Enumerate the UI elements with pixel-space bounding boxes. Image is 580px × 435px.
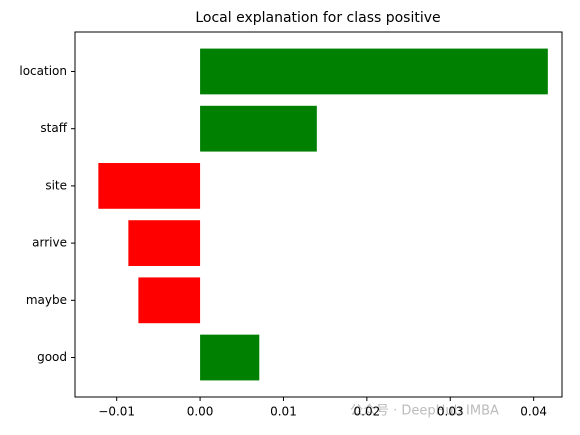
chart-title: Local explanation for class positive (195, 10, 440, 26)
plot-frame (74, 31, 563, 398)
y-tick-label: site (45, 178, 67, 192)
bar (138, 277, 201, 324)
bar (200, 105, 317, 152)
x-tick-label: 0.00 (187, 405, 214, 419)
x-tick-label: 0.01 (270, 405, 297, 419)
x-tick-label: 0.02 (354, 405, 381, 419)
x-tick-label: 0.03 (437, 405, 464, 419)
bar (200, 48, 548, 95)
watermark: 公众号 · DeepHub IMBA (350, 404, 499, 419)
y-tick-label: location (19, 64, 67, 78)
bar (128, 220, 201, 266)
y-tick-label: arrive (32, 236, 67, 250)
bar (200, 334, 260, 381)
y-tick-label: good (37, 350, 67, 364)
y-tick-label: staff (40, 121, 67, 135)
x-tick-label: 0.04 (520, 405, 547, 419)
x-tick-label: −0.01 (98, 405, 135, 419)
bar (98, 163, 201, 209)
y-tick-label: maybe (26, 293, 67, 307)
